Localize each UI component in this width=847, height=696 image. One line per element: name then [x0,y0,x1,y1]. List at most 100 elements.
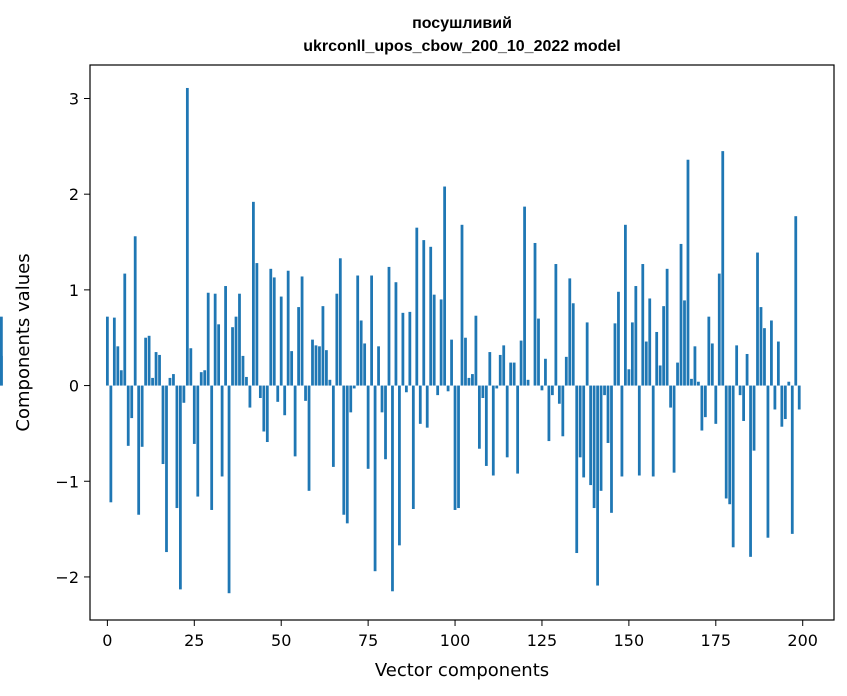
bar [599,385,603,491]
bar [290,351,294,386]
bar [335,293,339,386]
bar [269,268,273,386]
bar [443,186,447,386]
bar [724,385,728,499]
bar [766,385,770,538]
bar [276,385,280,402]
y-tick-label: 0 [69,377,79,396]
bar [683,300,686,386]
bar [690,378,693,386]
bar [373,385,377,572]
bar [745,353,749,386]
bar [557,385,561,404]
bar [0,316,3,386]
bar [495,385,499,389]
bar [429,246,433,386]
bar [776,341,780,386]
bar [245,376,248,386]
bar [644,341,648,386]
bar [578,385,582,458]
bar [252,201,255,386]
bar [345,385,349,524]
bar [189,348,193,386]
bar [770,320,773,386]
bar [328,379,332,386]
bar [279,296,283,386]
bar [610,385,613,513]
x-tick-label: 200 [787,631,818,650]
bar [304,385,307,401]
bar [356,275,360,386]
bar [130,385,134,419]
bar [258,385,262,398]
plot-frame [89,64,835,621]
bar [161,385,165,465]
bar [272,277,276,386]
bar [509,362,513,386]
bar [624,224,627,386]
bar [707,316,711,386]
bar [471,374,474,386]
bar [439,299,443,386]
bar [547,385,551,442]
bar [158,354,161,386]
bar [759,307,763,386]
bar [676,362,679,386]
bar [238,293,241,386]
bar [790,385,794,534]
bar [133,236,137,386]
bar [147,335,151,386]
bar [119,370,123,386]
bar [773,385,777,410]
bar [641,264,645,386]
bar [738,385,742,396]
bar [693,346,697,386]
bar [752,385,756,451]
bar [589,385,593,486]
bar [380,385,384,413]
x-tick-label: 100 [440,631,471,650]
bar [109,385,113,503]
bar [154,352,158,386]
bar [763,328,766,386]
bar [617,291,620,386]
bar [592,385,596,509]
bar [787,381,791,386]
bar [192,385,196,444]
bars-group [0,87,801,594]
bar [213,293,217,386]
bar [418,385,422,424]
bar [450,339,453,386]
bar [797,385,801,410]
chart-subtitle: ukrconll_upos_cbow_200_10_2022 model [303,38,620,55]
y-axis-label: Components values [13,253,34,431]
bar [700,385,704,431]
bar [307,385,311,491]
bar [126,385,130,446]
y-tick-label: 1 [69,281,79,300]
bar [172,374,175,386]
bar [425,385,429,428]
bar [498,354,502,386]
bar [140,385,144,447]
bar [651,385,655,477]
bar [783,385,787,420]
bar [551,385,554,396]
bar [717,273,721,386]
bar [349,385,353,413]
bar [432,294,436,386]
bar [394,282,398,386]
bar [537,318,540,386]
bar [488,352,492,386]
x-tick-label: 150 [614,631,645,650]
bar [561,385,565,437]
bar [325,350,328,386]
bar [526,379,530,386]
bar [679,243,683,386]
x-axis-label: Vector components [375,660,549,681]
bar [234,316,238,386]
bar [575,385,579,554]
bar [321,306,325,386]
bar [436,385,440,396]
